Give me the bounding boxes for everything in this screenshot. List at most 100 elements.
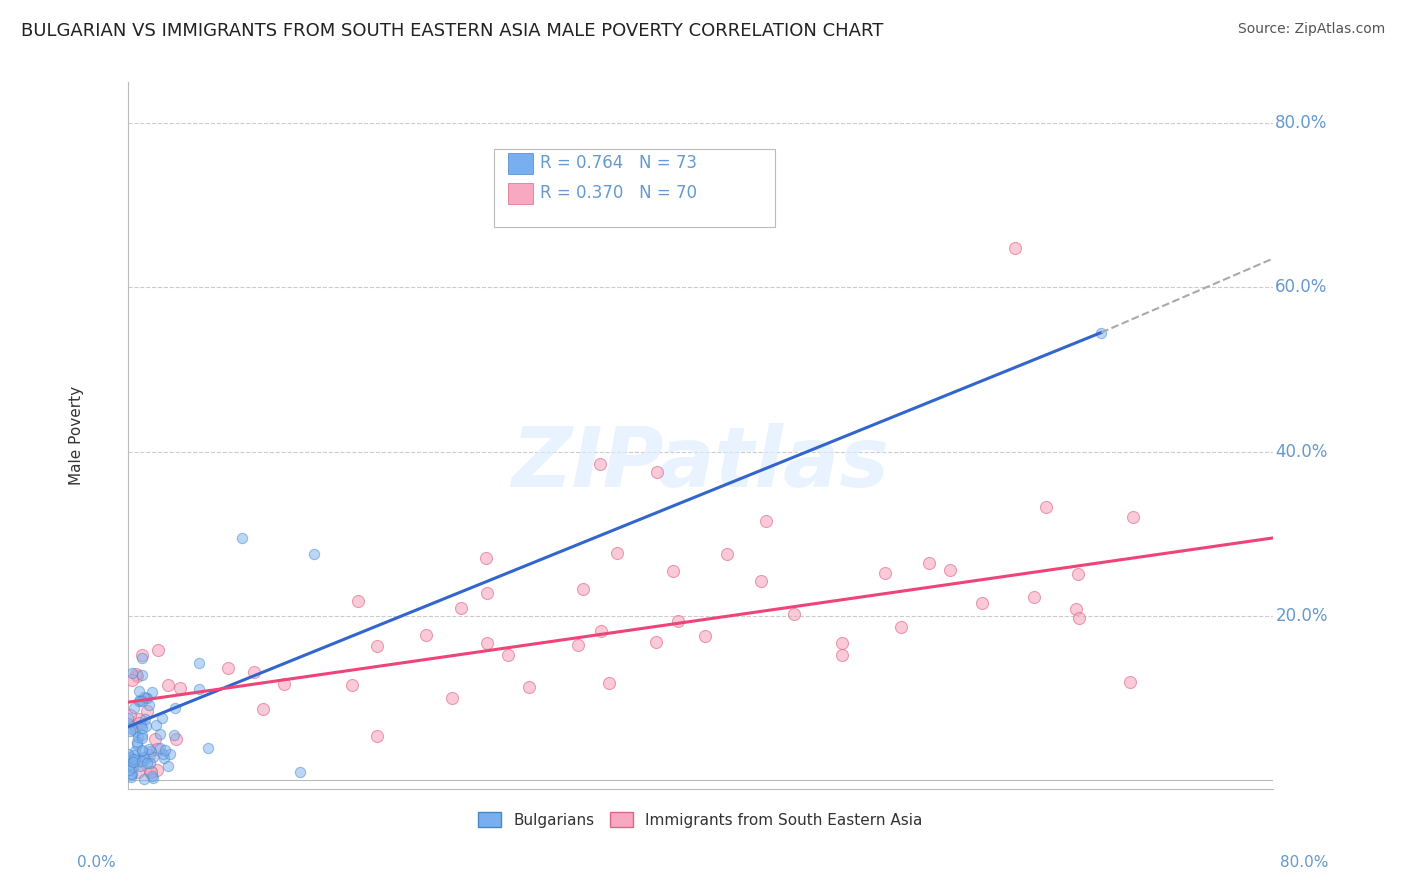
- Point: [135, 691, 157, 706]
- Point: [1122, 510, 1144, 524]
- Point: [415, 627, 437, 641]
- Text: BULGARIAN VS IMMIGRANTS FROM SOUTH EASTERN ASIA MALE POVERTY CORRELATION CHART: BULGARIAN VS IMMIGRANTS FROM SOUTH EASTE…: [21, 22, 883, 40]
- Point: [139, 744, 162, 758]
- Text: Male Poverty: Male Poverty: [69, 385, 84, 484]
- Point: [342, 677, 364, 691]
- Text: 80.0%: 80.0%: [1275, 114, 1327, 132]
- Point: [153, 750, 176, 764]
- Point: [517, 681, 540, 695]
- Point: [131, 728, 153, 742]
- Point: [131, 731, 153, 745]
- Point: [120, 767, 142, 781]
- Point: [598, 676, 620, 690]
- Point: [243, 665, 266, 680]
- Point: [128, 693, 150, 707]
- Point: [121, 756, 143, 770]
- Point: [347, 593, 370, 607]
- Point: [187, 682, 209, 697]
- Point: [117, 716, 139, 731]
- Point: [117, 759, 139, 773]
- Point: [157, 678, 180, 692]
- Point: [970, 596, 993, 610]
- Point: [127, 730, 149, 744]
- Point: [1119, 674, 1142, 689]
- Point: [273, 677, 295, 691]
- Point: [131, 743, 153, 757]
- Point: [131, 651, 153, 665]
- Point: [1035, 500, 1057, 514]
- Point: [136, 756, 159, 770]
- Text: Source: ZipAtlas.com: Source: ZipAtlas.com: [1237, 22, 1385, 37]
- Point: [1069, 611, 1091, 625]
- Point: [159, 747, 181, 761]
- Point: [1064, 602, 1087, 616]
- Point: [146, 764, 169, 778]
- Point: [571, 582, 593, 596]
- Point: [695, 629, 717, 643]
- Point: [1067, 566, 1090, 581]
- Point: [145, 718, 167, 732]
- Point: [121, 767, 143, 781]
- Point: [567, 638, 589, 652]
- Point: [475, 586, 498, 600]
- Text: ZIPatlas: ZIPatlas: [512, 423, 890, 504]
- Point: [662, 564, 685, 578]
- Point: [122, 752, 145, 766]
- Point: [890, 620, 912, 634]
- Text: 40.0%: 40.0%: [1275, 442, 1327, 460]
- Point: [606, 546, 628, 560]
- Point: [143, 731, 166, 746]
- Point: [591, 624, 613, 638]
- Point: [125, 737, 148, 751]
- Point: [831, 648, 853, 662]
- Point: [783, 607, 806, 622]
- Point: [135, 719, 157, 733]
- Legend: Bulgarians, Immigrants from South Eastern Asia: Bulgarians, Immigrants from South Easter…: [472, 805, 928, 834]
- Point: [1090, 326, 1112, 340]
- Point: [754, 515, 776, 529]
- Point: [131, 755, 153, 769]
- Point: [163, 701, 186, 715]
- Point: [124, 743, 146, 757]
- Point: [231, 531, 253, 545]
- Text: 60.0%: 60.0%: [1275, 278, 1327, 296]
- Point: [166, 731, 188, 746]
- Point: [647, 465, 669, 479]
- Point: [131, 718, 153, 732]
- Point: [124, 666, 146, 681]
- Point: [131, 648, 153, 663]
- Text: 20.0%: 20.0%: [1275, 607, 1327, 625]
- Point: [127, 765, 149, 780]
- Point: [149, 740, 172, 755]
- Point: [169, 681, 191, 695]
- Point: [139, 756, 162, 770]
- Point: [138, 765, 160, 780]
- FancyBboxPatch shape: [508, 153, 533, 174]
- Point: [138, 698, 160, 712]
- Point: [496, 648, 519, 663]
- Point: [131, 668, 153, 682]
- Point: [141, 765, 163, 780]
- Point: [134, 712, 156, 726]
- Point: [666, 615, 689, 629]
- Point: [146, 643, 169, 657]
- Point: [138, 747, 160, 762]
- Point: [141, 684, 163, 698]
- Point: [122, 760, 145, 774]
- Point: [122, 701, 145, 715]
- FancyBboxPatch shape: [508, 183, 533, 204]
- Point: [187, 657, 209, 671]
- Point: [138, 742, 160, 756]
- Point: [145, 742, 167, 756]
- Point: [118, 724, 141, 739]
- Point: [128, 715, 150, 730]
- Point: [132, 772, 155, 786]
- Point: [131, 694, 153, 708]
- Point: [128, 684, 150, 698]
- Point: [131, 722, 153, 736]
- Point: [441, 691, 464, 706]
- Point: [217, 661, 239, 675]
- Point: [918, 556, 941, 570]
- Point: [134, 749, 156, 764]
- Point: [139, 765, 162, 780]
